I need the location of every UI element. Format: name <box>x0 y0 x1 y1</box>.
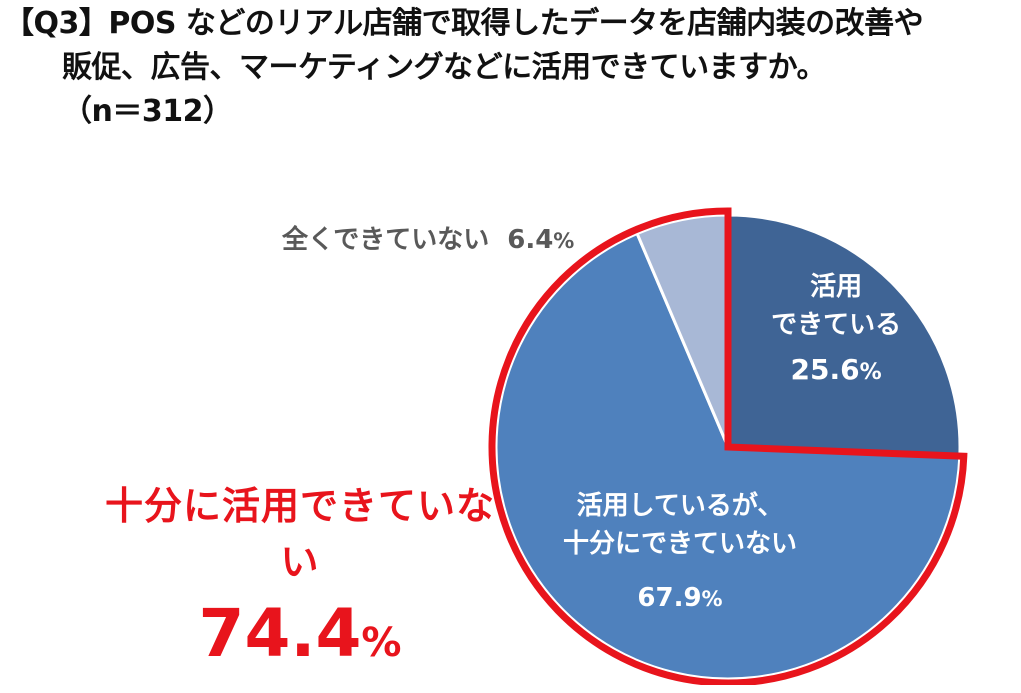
slice-label-none: 全くできていない 6.4% <box>281 224 574 255</box>
slice-unit-none: % <box>553 229 574 253</box>
question-line-1: 【Q3】POS などのリアル店舗で取得したデータを店舗内装の改善や <box>4 6 924 41</box>
highlight-callout: 十分に活用できていない 74.4% <box>100 478 500 693</box>
slice-label-active-line-1: 活用 <box>810 272 862 302</box>
callout-label: 十分に活用できていない <box>104 484 495 584</box>
callout-unit: % <box>361 620 402 666</box>
pie-slice-partial <box>494 232 962 681</box>
callout-value: 74.4 <box>198 595 362 672</box>
callout-value-wrap: 74.4% <box>100 592 500 693</box>
sample-size: （n＝312） <box>62 94 233 129</box>
slice-label-active-line-2: できている <box>771 310 901 340</box>
question-title: 【Q3】POS などのリアル店舗で取得したデータを店舗内装の改善や 販促、広告、… <box>4 2 1016 134</box>
highlight-outline <box>488 207 968 685</box>
slice-unit-active: % <box>860 360 882 385</box>
slice-label-partial-line-1: 活用しているが、 <box>577 490 784 521</box>
slice-value-none: 6.4 <box>507 225 553 255</box>
slice-label-partial-line-2: 十分にできていない <box>563 529 797 559</box>
slice-label-none-text: 全くできていない <box>281 224 489 255</box>
slice-unit-partial: % <box>702 587 723 611</box>
question-line-2: 販促、広告、マーケティングなどに活用できていますか。 <box>62 50 827 85</box>
slice-value-partial: 67.9% <box>637 583 722 613</box>
pie-slice-active <box>726 213 962 458</box>
